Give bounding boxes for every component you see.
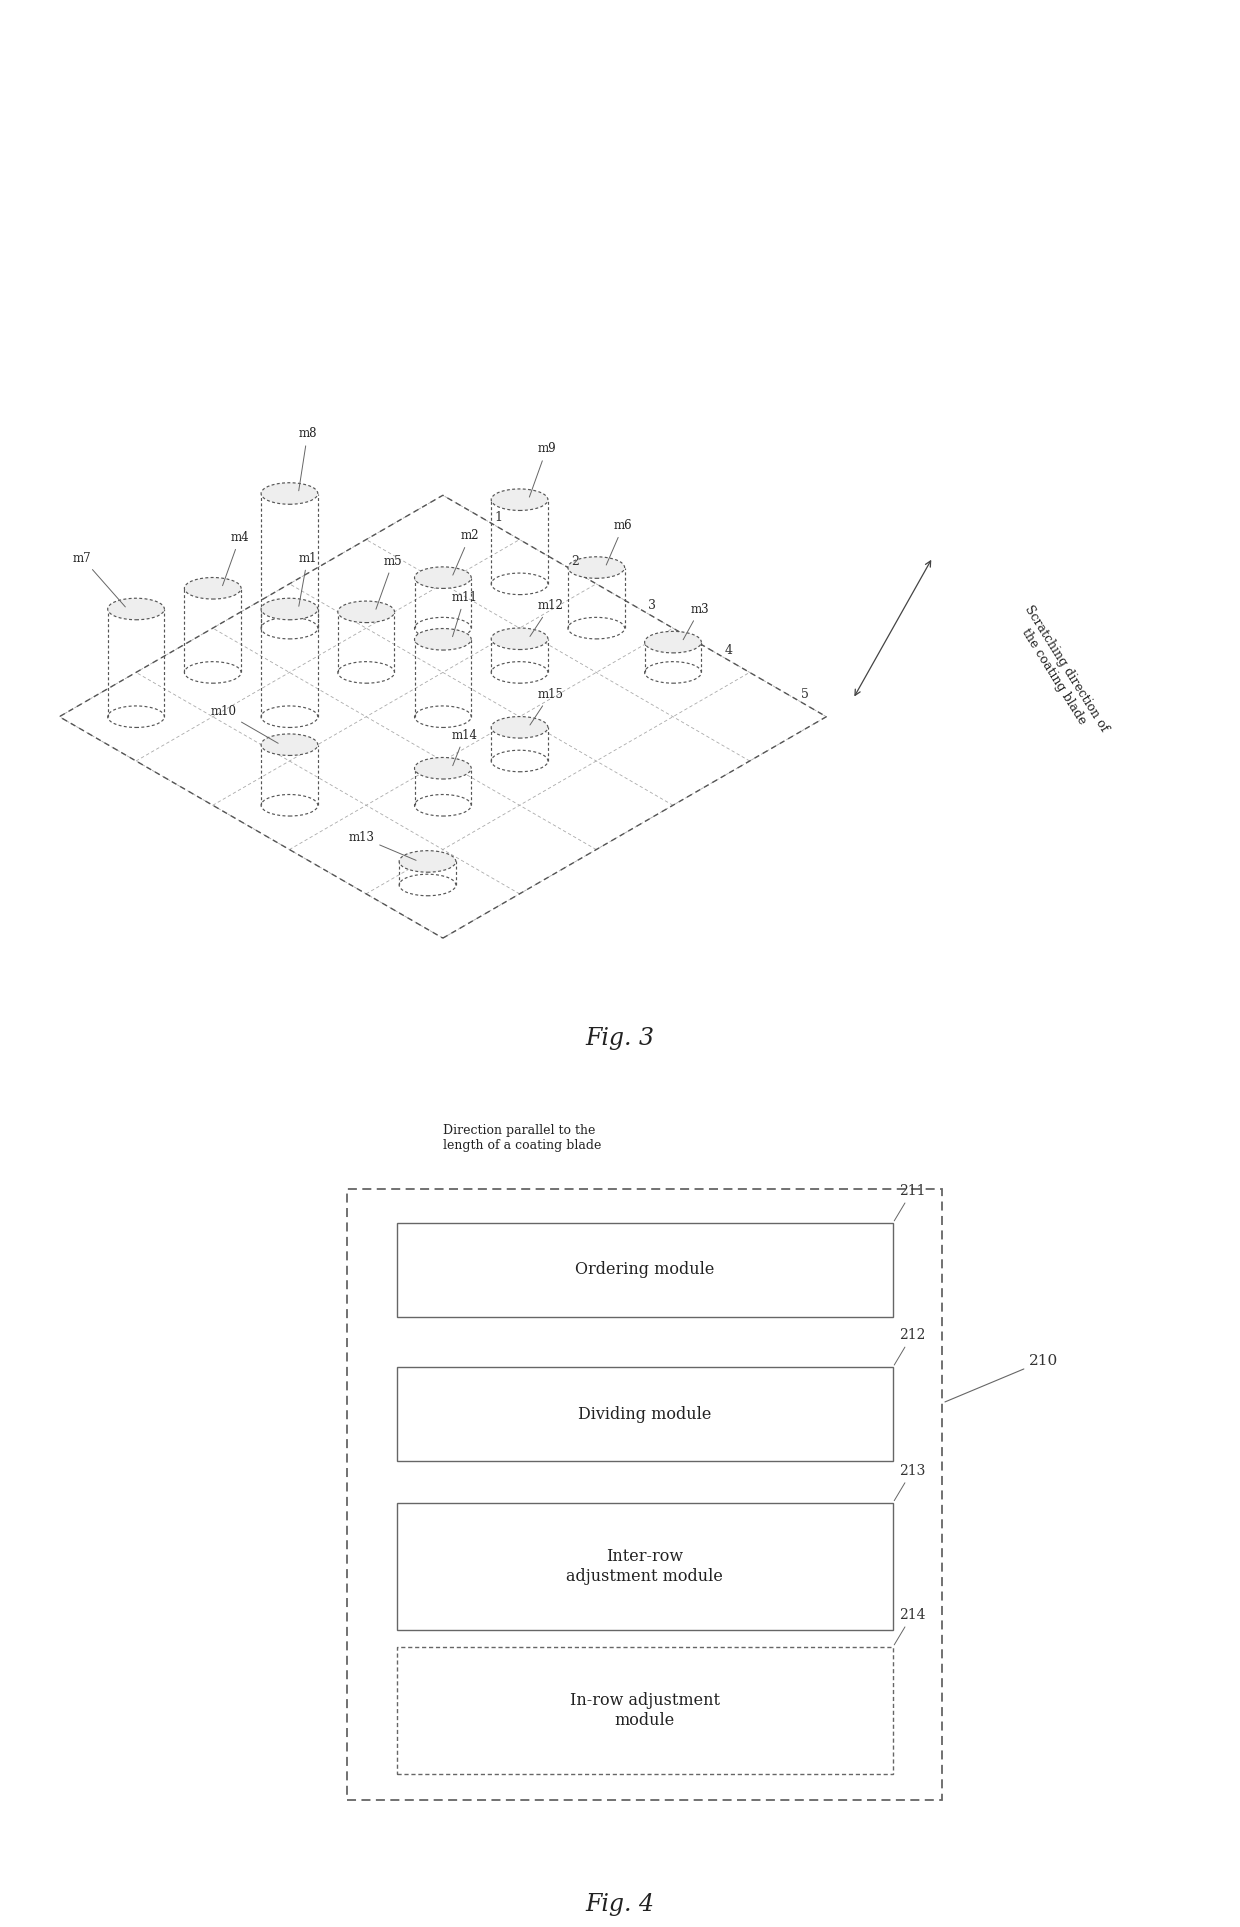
Ellipse shape — [399, 875, 456, 896]
Text: 3: 3 — [649, 599, 656, 613]
Ellipse shape — [491, 750, 548, 771]
Ellipse shape — [414, 705, 471, 728]
Text: Fig. 4: Fig. 4 — [585, 1892, 655, 1915]
Text: m12: m12 — [529, 599, 563, 636]
Ellipse shape — [568, 557, 625, 578]
Ellipse shape — [185, 661, 241, 684]
Text: m14: m14 — [451, 728, 477, 765]
Ellipse shape — [491, 717, 548, 738]
Bar — [397, 1224, 893, 1316]
Text: Scratching direction of
the coating blade: Scratching direction of the coating blad… — [1009, 603, 1111, 742]
Text: m2: m2 — [453, 530, 479, 574]
Ellipse shape — [645, 632, 702, 653]
Ellipse shape — [491, 661, 548, 684]
Text: m1: m1 — [299, 551, 316, 607]
Ellipse shape — [645, 661, 702, 684]
Ellipse shape — [337, 601, 394, 622]
Ellipse shape — [262, 734, 317, 755]
Text: Inter-row
adjustment module: Inter-row adjustment module — [567, 1549, 723, 1584]
Text: In-row adjustment
module: In-row adjustment module — [570, 1692, 719, 1729]
Text: 210: 210 — [945, 1353, 1059, 1403]
Text: 1: 1 — [495, 511, 502, 524]
Text: m13: m13 — [348, 831, 417, 859]
Text: m8: m8 — [299, 428, 316, 491]
Ellipse shape — [262, 617, 317, 640]
Ellipse shape — [491, 628, 548, 649]
Ellipse shape — [568, 617, 625, 640]
Ellipse shape — [108, 705, 165, 728]
Ellipse shape — [414, 628, 471, 649]
Ellipse shape — [491, 572, 548, 595]
Text: Direction parallel to the
length of a coating blade: Direction parallel to the length of a co… — [443, 1123, 601, 1152]
Ellipse shape — [108, 597, 165, 620]
Ellipse shape — [185, 578, 241, 599]
Ellipse shape — [262, 794, 317, 815]
Text: 213: 213 — [894, 1465, 925, 1501]
Bar — [397, 1648, 893, 1775]
Ellipse shape — [262, 484, 317, 505]
Text: 212: 212 — [894, 1328, 925, 1364]
Text: m15: m15 — [529, 688, 563, 725]
Text: 211: 211 — [894, 1183, 925, 1222]
Bar — [397, 1368, 893, 1461]
Bar — [347, 1189, 942, 1800]
Text: m7: m7 — [73, 551, 125, 607]
Text: m9: m9 — [529, 443, 556, 497]
Text: m10: m10 — [211, 705, 278, 744]
Text: 2: 2 — [572, 555, 579, 568]
Ellipse shape — [262, 705, 317, 728]
Ellipse shape — [414, 757, 471, 779]
Ellipse shape — [414, 567, 471, 588]
Text: Dividing module: Dividing module — [578, 1405, 712, 1422]
Text: 5: 5 — [801, 688, 810, 701]
Text: m11: m11 — [451, 592, 477, 636]
Ellipse shape — [491, 489, 548, 511]
Text: m4: m4 — [222, 532, 249, 586]
Ellipse shape — [337, 661, 394, 684]
Ellipse shape — [262, 597, 317, 620]
Ellipse shape — [414, 794, 471, 815]
Text: Fig. 3: Fig. 3 — [585, 1027, 655, 1050]
Ellipse shape — [399, 850, 456, 873]
Text: Ordering module: Ordering module — [575, 1262, 714, 1278]
Text: m3: m3 — [683, 603, 709, 640]
Text: m6: m6 — [606, 518, 632, 565]
Text: m5: m5 — [376, 555, 403, 609]
Text: 214: 214 — [894, 1607, 925, 1646]
Ellipse shape — [414, 617, 471, 640]
Text: 4: 4 — [724, 644, 733, 657]
Bar — [397, 1503, 893, 1630]
